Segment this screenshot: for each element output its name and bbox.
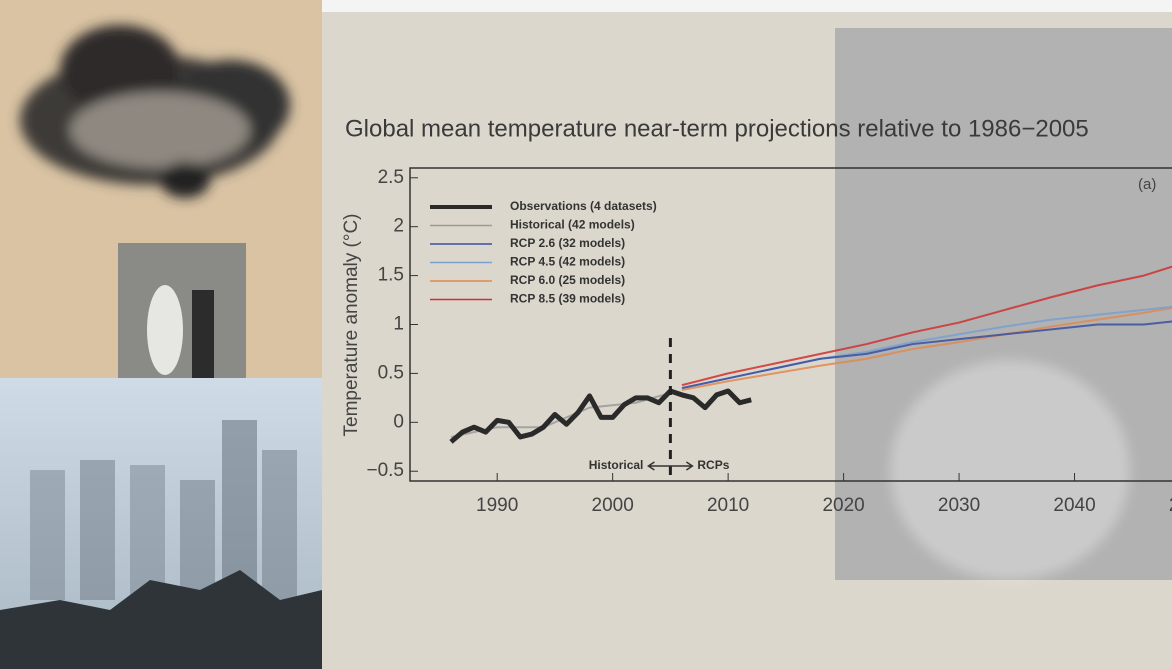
cloud (20, 25, 290, 198)
legend-label: Observations (4 datasets) (510, 199, 657, 213)
series-line (681, 320, 1172, 390)
y-tick-label: 2.5 (378, 167, 404, 188)
y-tick-label: 2 (393, 216, 404, 237)
x-tick-label: 1990 (476, 495, 518, 516)
groom (192, 290, 214, 378)
y-tick-label: 0 (393, 411, 404, 432)
y-axis-label: Temperature anomaly (°C) (341, 213, 362, 436)
chart-title: Global mean temperature near-term projec… (345, 115, 1089, 142)
chart: Global mean temperature near-term projec… (341, 115, 1172, 516)
series-line (449, 388, 752, 444)
x-tick-label: 2010 (707, 495, 749, 516)
y-tick-label: 1 (393, 314, 404, 335)
photo-figure (890, 360, 1130, 580)
legend-label: Historical (42 models) (510, 218, 635, 232)
series-line (681, 265, 1172, 387)
legend-label: RCP 8.5 (39 models) (510, 292, 625, 306)
legend-label: RCP 2.6 (32 models) (510, 236, 625, 250)
annotation-right: RCPs (697, 458, 729, 472)
arrow (647, 461, 694, 471)
legend-label: RCP 6.0 (25 models) (510, 273, 625, 287)
figures (30, 420, 297, 600)
wedding-photo (118, 243, 246, 378)
x-tick-label: 2050 (1169, 495, 1172, 516)
x-tick-label: 2040 (1053, 495, 1095, 516)
x-tick-label: 2000 (592, 495, 634, 516)
x-tick-label: 2030 (938, 495, 980, 516)
paper-edge (322, 0, 1172, 12)
legend-label: RCP 4.5 (42 models) (510, 255, 625, 269)
panel-label: (a) (1138, 176, 1156, 193)
mountain (0, 570, 322, 669)
x-tick-label: 2020 (822, 495, 864, 516)
y-tick-label: 1.5 (378, 265, 404, 286)
annotation-left: Historical (589, 458, 644, 472)
series-line (681, 306, 1172, 392)
bride (147, 285, 183, 375)
y-tick-label: −0.5 (366, 460, 404, 481)
y-tick-label: 0.5 (378, 362, 404, 383)
